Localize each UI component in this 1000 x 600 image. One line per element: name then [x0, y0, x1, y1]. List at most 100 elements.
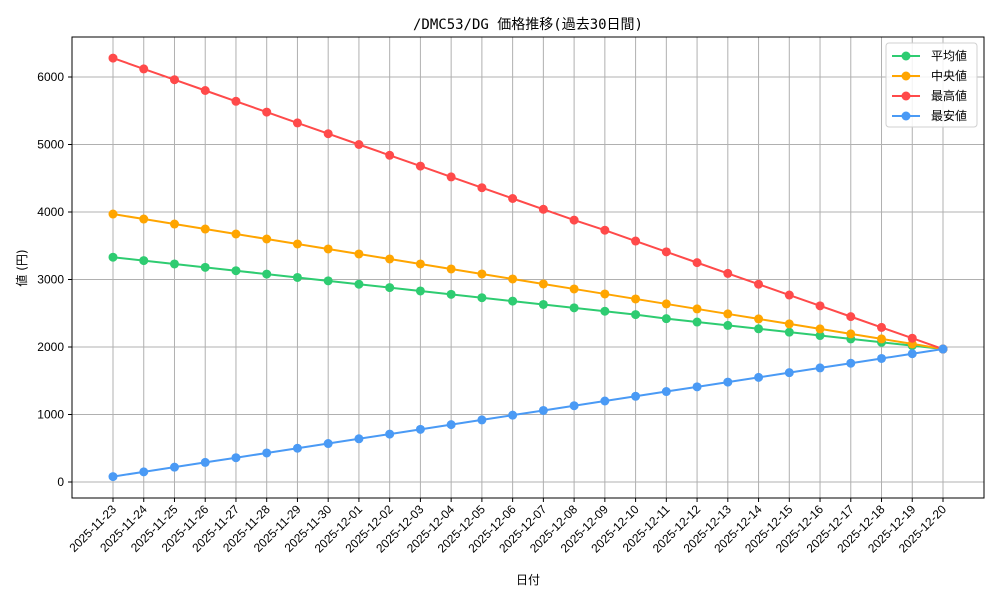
data-point: [231, 229, 241, 239]
data-point: [661, 247, 671, 257]
data-point: [200, 457, 210, 467]
data-point: [538, 299, 548, 309]
data-point: [323, 129, 333, 139]
data-point: [631, 310, 641, 320]
legend-swatch-marker: [901, 71, 911, 81]
data-point: [661, 387, 671, 397]
data-point: [661, 314, 671, 324]
data-point: [815, 363, 825, 373]
data-point: [262, 448, 272, 458]
data-point: [784, 319, 794, 329]
data-point: [200, 262, 210, 272]
data-point: [907, 333, 917, 343]
data-point: [169, 462, 179, 472]
data-point: [323, 439, 333, 449]
data-point: [538, 204, 548, 214]
data-point: [292, 443, 302, 453]
data-point: [754, 324, 764, 334]
data-point: [815, 331, 825, 341]
data-point: [569, 401, 579, 411]
data-point: [292, 239, 302, 249]
y-tick-label: 3000: [37, 273, 64, 287]
data-point: [323, 276, 333, 286]
plot-frame: [71, 36, 985, 499]
data-point: [446, 172, 456, 182]
data-point: [907, 349, 917, 359]
data-point: [846, 358, 856, 368]
data-point: [569, 303, 579, 313]
y-axis-ticks: 0 1000 2000 3000 4000 5000 6000: [37, 70, 72, 489]
data-point: [477, 415, 487, 425]
series-line: [112, 348, 944, 478]
data-point: [169, 75, 179, 85]
y-tick-label: 2000: [37, 340, 64, 354]
data-point: [262, 269, 272, 279]
data-point: [200, 86, 210, 95]
series-line: [112, 57, 944, 350]
data-point: [723, 309, 733, 319]
legend-box: [885, 42, 978, 128]
data-point: [108, 252, 118, 262]
data-point: [815, 324, 825, 334]
data-point: [354, 140, 364, 149]
data-point: [723, 320, 733, 330]
data-point: [292, 272, 302, 282]
data-point: [385, 429, 395, 439]
legend-label: 中央値: [931, 68, 967, 83]
y-tick-label: 4000: [37, 205, 64, 219]
y-tick-label: 0: [57, 475, 64, 489]
data-point: [631, 294, 641, 304]
data-point: [846, 329, 856, 339]
data-point: [754, 372, 764, 382]
y-axis-label: 値 (円): [14, 249, 29, 286]
data-point: [231, 453, 241, 463]
data-point: [877, 334, 887, 344]
series-0: [108, 252, 948, 354]
data-point: [600, 289, 610, 299]
data-point: [139, 256, 149, 266]
data-point: [846, 312, 856, 322]
data-point: [446, 289, 456, 299]
legend-label: 平均値: [931, 48, 967, 63]
data-point: [354, 249, 364, 259]
data-point: [538, 279, 548, 289]
data-point: [477, 183, 487, 193]
data-point: [815, 301, 825, 311]
data-point: [784, 290, 794, 300]
data-point: [415, 259, 425, 269]
data-point: [477, 293, 487, 303]
chart-title: /DMC53/DG 価格推移(過去30日間): [413, 17, 643, 33]
data-point: [385, 150, 395, 160]
data-point: [108, 53, 118, 63]
data-point: [508, 274, 518, 284]
series-1: [108, 209, 948, 354]
data-point: [600, 225, 610, 235]
data-point: [631, 391, 641, 401]
data-point: [538, 405, 548, 415]
y-tick-label: 1000: [37, 408, 64, 422]
data-point: [323, 244, 333, 254]
data-point: [415, 286, 425, 296]
data-point: [692, 317, 702, 327]
data-point: [169, 219, 179, 229]
data-point: [108, 209, 118, 219]
data-point: [446, 420, 456, 430]
series-line: [112, 256, 944, 351]
data-point: [692, 382, 702, 392]
series-line: [112, 213, 944, 351]
data-point: [723, 377, 733, 387]
data-point: [692, 304, 702, 314]
legend-swatch-marker: [901, 91, 911, 101]
data-point: [569, 215, 579, 225]
series-3: [108, 344, 948, 482]
data-point: [692, 258, 702, 268]
data-point: [661, 299, 671, 309]
x-axis-label: 日付: [516, 573, 540, 587]
data-point: [169, 259, 179, 269]
legend-swatch-marker: [901, 51, 911, 61]
data-point: [508, 194, 518, 203]
data-point: [262, 107, 272, 117]
data-point: [723, 268, 733, 278]
